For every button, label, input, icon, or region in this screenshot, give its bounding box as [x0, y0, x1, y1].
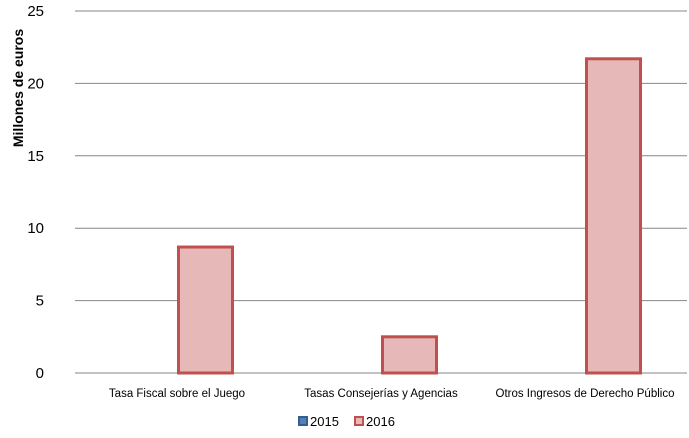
y-axis-title: Millones de euros	[10, 29, 26, 147]
y-tick-label: 25	[27, 3, 44, 20]
y-tick-label: 0	[36, 365, 44, 382]
legend-label: 2015	[310, 414, 339, 429]
category-label: Tasas Consejerías y Agencias	[304, 388, 458, 400]
legend: 2015 2016	[298, 414, 395, 429]
category-label: Tasa Fiscal sobre el Juego	[109, 388, 245, 400]
bar	[585, 57, 642, 375]
y-tick-label: 20	[27, 75, 44, 92]
y-tick-label: 10	[27, 220, 44, 237]
bar	[381, 335, 438, 375]
bar	[177, 245, 234, 375]
legend-swatch	[354, 416, 364, 426]
y-tick-label: 5	[36, 293, 44, 310]
category-label: Otros Ingresos de Derecho Público	[496, 388, 675, 400]
category-labels: Tasa Fiscal sobre el Juego Tasas Consejer…	[109, 388, 675, 400]
bars	[177, 57, 642, 375]
y-tick-label: 15	[27, 148, 44, 165]
legend-label: 2016	[366, 414, 395, 429]
y-tick-labels: 0 5 10 15 20 25	[27, 3, 44, 382]
legend-swatch	[298, 416, 308, 426]
